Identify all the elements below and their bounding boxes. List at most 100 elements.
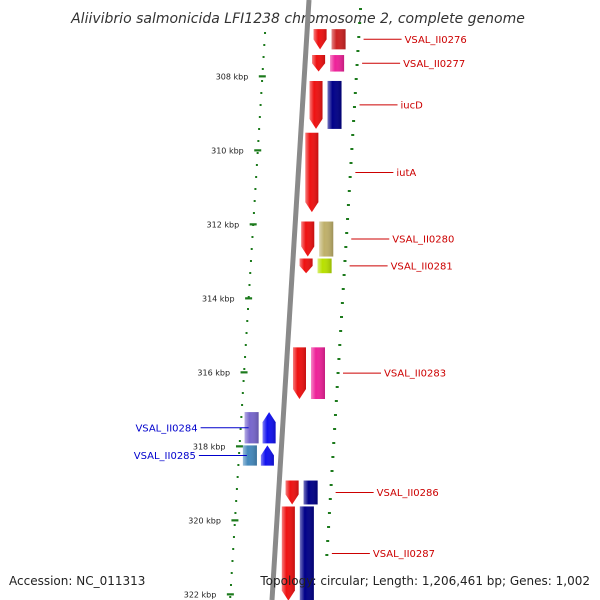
- gene-vsal-ii0286[interactable]: [285, 480, 318, 505]
- gene-label[interactable]: VSAL_II0277: [403, 59, 465, 70]
- gene-label[interactable]: iucD: [401, 100, 424, 111]
- ruler-minor-tick: [232, 536, 235, 538]
- ruler-minor-tick: [243, 368, 246, 370]
- gene-arrow-shade: [281, 506, 295, 600]
- ruler-minor-tick: [233, 524, 236, 526]
- ruler-tick-label: 312 kbp: [207, 220, 240, 229]
- track-guide-tick: [335, 386, 339, 388]
- gene-vsal-ii0283[interactable]: [292, 347, 325, 399]
- gene-label[interactable]: VSAL_II0287: [373, 549, 435, 560]
- track-guide-tick: [346, 204, 350, 206]
- ruler-minor-tick: [230, 572, 233, 574]
- ruler-minor-tick: [260, 92, 263, 94]
- gene-arrow-shade: [262, 412, 276, 444]
- gene-vsal-ii0281[interactable]: [299, 258, 332, 274]
- track-guide-tick: [328, 498, 332, 500]
- track-guide-tick: [359, 8, 363, 10]
- track-guide-tick: [347, 190, 351, 192]
- gene-label[interactable]: VSAL_II0280: [392, 235, 454, 246]
- ruler-minor-tick: [234, 512, 237, 514]
- gene-label[interactable]: VSAL_II0284: [135, 423, 197, 434]
- ruler-minor-tick: [249, 272, 252, 274]
- track-guide-tick: [342, 274, 346, 276]
- ruler-minor-tick: [245, 332, 248, 334]
- gene-vsal-ii0277[interactable]: [312, 55, 345, 72]
- track-guide-tick: [346, 218, 350, 220]
- gene-track-block-shade: [330, 55, 345, 72]
- ruler-minor-tick: [248, 284, 251, 286]
- track-guide-tick: [344, 246, 348, 248]
- ruler-minor-tick: [239, 428, 242, 430]
- accession-text: Accession: NC_011313: [9, 574, 146, 588]
- ruler-minor-tick: [244, 356, 247, 358]
- track-guide-tick: [333, 428, 337, 430]
- ruler-minor-tick: [256, 152, 259, 154]
- gene-layer: [242, 29, 346, 600]
- ruler-minor-tick: [229, 584, 232, 586]
- track-guide-tick: [336, 372, 340, 374]
- track-guide-tick: [345, 232, 349, 234]
- gene-track-block-shade: [242, 445, 257, 466]
- ruler-major-tick: [249, 223, 257, 226]
- gene-track-block-shade: [299, 506, 314, 600]
- ruler-minor-tick: [249, 260, 252, 262]
- ruler-tick-label: 320 kbp: [188, 516, 221, 525]
- track-guide-tick: [352, 106, 356, 108]
- ruler-minor-tick: [247, 308, 250, 310]
- track-guide-tick: [356, 50, 360, 52]
- gene-label[interactable]: VSAL_II0276: [405, 35, 467, 46]
- gene-vsal-ii0276[interactable]: [313, 29, 346, 50]
- gene-vsal-ii0284[interactable]: [244, 412, 276, 444]
- ruler-minor-tick: [253, 200, 256, 202]
- track-guide-tick: [340, 302, 344, 304]
- label-layer: VSAL_II0276 VSAL_II0277 iucD iutA VSAL_II028…: [134, 35, 467, 560]
- chromosome-backbone: [269, 0, 312, 600]
- ruler-major-tick: [231, 519, 239, 522]
- ruler-minor-tick: [238, 452, 241, 454]
- track-guide-tick: [350, 148, 354, 150]
- ruler-minor-tick: [252, 212, 255, 214]
- gene-label[interactable]: VSAL_II0281: [391, 261, 453, 272]
- gene-track-block-shade: [310, 347, 325, 399]
- ruler-minor-tick: [261, 68, 264, 70]
- map-title: Aliivibrio salmonicida LFI1238 chromosom…: [70, 11, 525, 27]
- ruler-minor-tick: [241, 392, 244, 394]
- ruler-tick-label: 308 kbp: [216, 72, 249, 81]
- track-guide-tick: [353, 92, 357, 94]
- ruler-minor-tick: [262, 56, 265, 58]
- track-guide-tick: [354, 78, 358, 80]
- track-guide-tick: [332, 442, 336, 444]
- track-guide-tick: [330, 470, 334, 472]
- ruler-minor-tick: [235, 500, 238, 502]
- ruler-minor-tick: [254, 188, 257, 190]
- ruler-minor-tick: [251, 236, 254, 238]
- track-guide-tick: [351, 134, 355, 136]
- gene-vsal-ii0280[interactable]: [301, 221, 334, 257]
- ruler-major-tick: [245, 297, 253, 300]
- gene-vsal-ii0285[interactable]: [242, 445, 274, 466]
- ruler-minor-tick: [236, 476, 239, 478]
- gene-label[interactable]: VSAL_II0285: [134, 451, 196, 462]
- gene-label[interactable]: iutA: [396, 168, 416, 179]
- gene-label[interactable]: VSAL_II0286: [377, 488, 439, 499]
- ruler-minor-tick: [264, 32, 267, 34]
- track-guide-tick: [334, 400, 338, 402]
- gene-label[interactable]: VSAL_II0283: [384, 369, 446, 380]
- ruler-minor-tick: [258, 128, 261, 130]
- ruler-minor-tick: [261, 80, 264, 82]
- gene-iuta[interactable]: [305, 132, 319, 213]
- ruler-minor-tick: [247, 296, 250, 298]
- gene-track-block-shade: [303, 480, 318, 505]
- gene-iucd[interactable]: [309, 80, 342, 129]
- gene-arrow-shade: [312, 55, 326, 72]
- ruler-tick-label: 314 kbp: [202, 294, 235, 303]
- ruler-major-tick: [235, 445, 243, 448]
- track-guide-tick: [333, 414, 337, 416]
- gene-track-block-shade: [244, 412, 259, 444]
- ruler-minor-tick: [258, 116, 261, 118]
- gene-vsal-ii0287[interactable]: [281, 506, 314, 600]
- gene-arrow-shade: [313, 29, 327, 50]
- track-guide-tick: [358, 22, 362, 24]
